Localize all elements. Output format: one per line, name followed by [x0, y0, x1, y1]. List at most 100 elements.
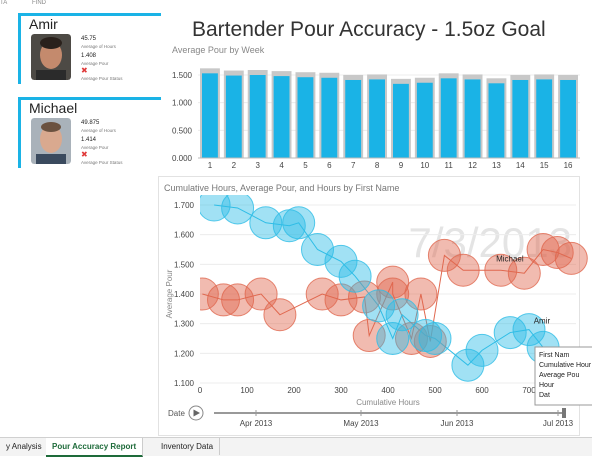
x-tick-label: 500 — [428, 386, 442, 395]
bubble-michael — [554, 241, 588, 275]
bubble-amir — [493, 316, 527, 350]
x-tick-label: 400 — [381, 386, 395, 395]
y-axis-title: Average Pour — [165, 269, 174, 318]
date-axis-label: Date — [168, 409, 185, 418]
bar — [512, 79, 529, 158]
x-tick-label: 13 — [492, 161, 501, 170]
bubble-michael — [207, 283, 240, 317]
bubble-michael — [540, 235, 574, 269]
x-tick-label: 4 — [279, 161, 284, 170]
x-tick-label: 14 — [516, 161, 525, 170]
bubble-michael — [404, 277, 438, 311]
top-bar: TA FIND — [0, 0, 592, 10]
bubble-label-amir: Amir — [534, 317, 551, 326]
x-tick-label: 5 — [303, 161, 308, 170]
bubble-michael — [200, 277, 219, 311]
y-tick-label: 1.400 — [174, 290, 195, 299]
x-tick-label: 600 — [475, 386, 489, 395]
find-label[interactable]: FIND — [32, 0, 46, 6]
bubble-amir — [221, 195, 255, 225]
bubble-amir — [465, 333, 499, 367]
bubble-amir — [512, 313, 546, 347]
bubble-amir — [451, 348, 485, 382]
x-tick-label: 300 — [334, 386, 348, 395]
x-tick-label: 200 — [287, 386, 301, 395]
bar — [225, 75, 242, 158]
play-axis-slider[interactable] — [562, 408, 566, 418]
bar — [297, 77, 314, 158]
bubble-chart[interactable]: 7/3/20131.1001.2001.3001.4001.5001.6001.… — [160, 195, 592, 435]
sheet-tab-pour-accuracy-report[interactable]: Pour Accuracy Report — [46, 438, 144, 457]
y-tick-label: 0.500 — [172, 126, 193, 135]
bar — [536, 79, 553, 158]
bar — [369, 79, 385, 158]
trail-line-amir — [214, 204, 544, 366]
sheet-tab-analysis[interactable]: y Analysis — [0, 438, 49, 455]
avg-pour-status-label: Average Pour Status — [81, 160, 123, 165]
x-tick-label: 7 — [351, 161, 356, 170]
x-tick-label: 11 — [445, 161, 454, 170]
bar — [273, 76, 290, 158]
bubble-michael — [507, 256, 541, 290]
y-tick-label: 1.600 — [174, 231, 195, 240]
x-tick-label: 3 — [255, 161, 260, 170]
bubble-michael — [427, 238, 461, 272]
avg-hours-label: Average of Hours — [81, 44, 116, 49]
bubble-amir — [282, 206, 316, 240]
play-axis-month: May 2013 — [343, 419, 379, 428]
card-name: Michael — [29, 100, 78, 116]
y-tick-label: 1.500 — [174, 260, 195, 269]
bartender-card-amir[interactable]: Amir 45.75 Average of Hours 1.408 Averag… — [18, 13, 161, 84]
bubble-michael — [244, 277, 278, 311]
y-tick-label: 1.500 — [172, 71, 193, 80]
x-tick-label: 10 — [420, 161, 429, 170]
x-icon: ✖ — [81, 150, 88, 159]
bubble-michael — [305, 277, 339, 311]
y-tick-label: 0.000 — [172, 154, 193, 163]
bubble-amir — [418, 322, 452, 355]
card-name: Amir — [29, 16, 58, 32]
bar — [393, 83, 409, 158]
tooltip-line: First Nam — [539, 352, 570, 359]
avg-hours-value: 45.75 — [81, 36, 97, 42]
x-tick-label: 100 — [240, 386, 254, 395]
bartender-card-michael[interactable]: Michael 49.875 Average of Hours 1.414 Av… — [18, 97, 161, 168]
avg-pour-label: Average Pour — [81, 145, 109, 150]
bar — [560, 79, 576, 158]
avg-pour-label: Average Pour — [81, 61, 109, 66]
x-tick-label: 2 — [232, 161, 237, 170]
bar — [440, 78, 457, 158]
x-axis-title: Cumulative Hours — [356, 398, 420, 407]
sheet-tab-bar: y Analysis Pour Accuracy Report Inventor… — [0, 437, 592, 457]
y-tick-label: 1.100 — [174, 379, 195, 388]
bubble-amir — [338, 259, 372, 293]
bar-chart-title: Average Pour by Week — [172, 45, 265, 55]
bubble-michael — [526, 233, 560, 266]
bubble-michael — [376, 277, 410, 311]
play-button[interactable] — [188, 405, 204, 421]
sheet-tab-inventory-data[interactable]: Inventory Data — [155, 438, 221, 455]
y-tick-label: 1.300 — [174, 320, 195, 329]
bar — [202, 73, 218, 158]
bubble-label-michael: Michael — [496, 254, 524, 263]
top-bar-fragment: TA — [0, 0, 8, 6]
x-tick-label: 1 — [208, 161, 213, 170]
tooltip-line: Average Pou — [539, 372, 579, 379]
bubble-michael — [263, 298, 297, 332]
scatter-chart-title: Cumulative Hours, Average Pour, and Hour… — [164, 183, 400, 193]
tooltip-line: Hour — [539, 382, 555, 389]
tooltip — [534, 346, 592, 406]
x-tick-label: 12 — [468, 161, 477, 170]
bar — [345, 79, 362, 158]
report-title: Bartender Pour Accuracy - 1.5oz Goal — [192, 18, 546, 41]
scatter-panel[interactable] — [158, 176, 580, 436]
x-tick-label: 15 — [540, 161, 549, 170]
avg-pour-status-label: Average Pour Status — [81, 76, 123, 81]
x-tick-label: 6 — [327, 161, 332, 170]
bar — [249, 75, 266, 158]
avatar-photo — [31, 118, 71, 164]
bubble-michael — [446, 253, 480, 287]
bar — [321, 77, 338, 158]
play-axis-month: Apr 2013 — [240, 419, 273, 428]
